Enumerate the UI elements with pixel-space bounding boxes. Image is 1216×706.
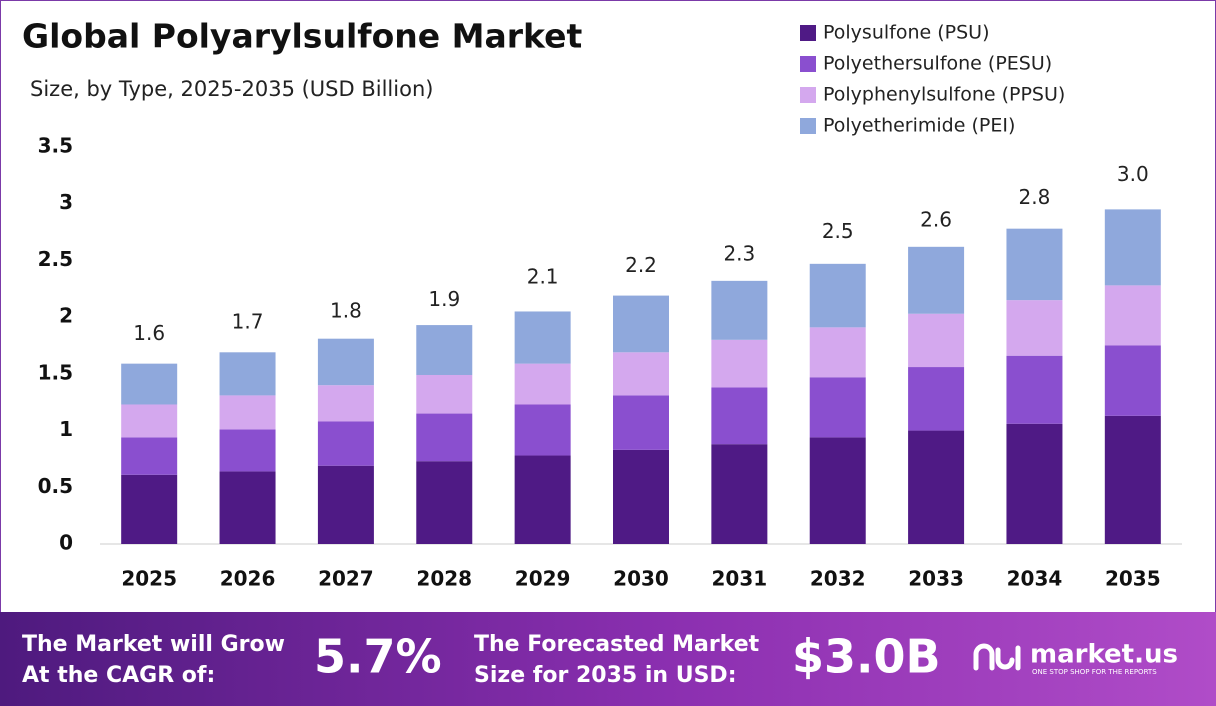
- y-tick-label: 3.5: [38, 134, 73, 158]
- x-tick-label: 2025: [121, 567, 177, 591]
- x-tick-label: 2035: [1105, 567, 1161, 591]
- bar-segment: [219, 395, 276, 430]
- bar-segment: [121, 474, 178, 544]
- bar-segment: [317, 465, 374, 544]
- x-tick-label: 2027: [318, 567, 374, 591]
- bar-segment: [908, 430, 965, 544]
- bar-segment: [121, 404, 178, 438]
- bar-segment: [416, 325, 473, 375]
- tagline: ONE STOP SHOP FOR THE REPORTS: [1032, 668, 1157, 676]
- legend-label: Polyphenylsulfone (PPSU): [823, 84, 1065, 106]
- total-label: 2.1: [527, 264, 559, 288]
- legend-swatch: [800, 118, 816, 134]
- y-tick-label: 3: [59, 190, 73, 214]
- x-tick-label: 2033: [908, 567, 964, 591]
- bar-segment: [809, 263, 866, 328]
- bar-segment: [416, 461, 473, 544]
- forecast-text: The Forecasted Market: [474, 632, 760, 657]
- bar-segment: [121, 363, 178, 405]
- brand: market.us: [1030, 640, 1178, 670]
- y-tick-label: 1.5: [38, 360, 73, 384]
- bar-segment: [711, 339, 768, 388]
- x-tick-label: 2028: [416, 567, 472, 591]
- x-tick-label: 2026: [220, 567, 276, 591]
- x-tick-label: 2030: [613, 567, 669, 591]
- bar-segment: [613, 295, 669, 353]
- bar-segment: [514, 404, 571, 456]
- bar-segment: [219, 471, 276, 544]
- bar-segment: [121, 437, 178, 475]
- bar-segment: [1006, 300, 1063, 356]
- total-label: 2.6: [920, 208, 952, 232]
- bar-segment: [711, 444, 768, 544]
- total-label: 1.8: [330, 298, 362, 322]
- bar-segment: [1006, 228, 1063, 301]
- bar-segment: [613, 449, 669, 544]
- cagr-text: The Market will Grow: [22, 632, 285, 657]
- total-label: 1.9: [428, 287, 460, 311]
- legend-swatch: [800, 25, 816, 41]
- bar-segment: [711, 387, 768, 445]
- total-label: 1.7: [232, 310, 264, 334]
- total-label: 3.0: [1117, 162, 1149, 186]
- total-label: 2.2: [625, 253, 657, 277]
- total-label: 2.8: [1019, 185, 1051, 209]
- chart-title: Global Polyarylsulfone Market: [22, 17, 582, 56]
- bar-segment: [809, 437, 866, 544]
- cagr-value: 5.7%: [314, 630, 442, 684]
- bar-segment: [317, 421, 374, 466]
- bar-segment: [908, 313, 965, 368]
- brand-logo: [973, 643, 1021, 671]
- legend-label: Polyetherimide (PEI): [823, 115, 1015, 137]
- bar-segment: [416, 413, 473, 462]
- bar-segment: [219, 429, 276, 472]
- legend-label: Polyethersulfone (PESU): [823, 53, 1052, 75]
- bar-segment: [1104, 345, 1161, 416]
- bar-segment: [416, 374, 473, 414]
- x-tick-label: 2034: [1007, 567, 1063, 591]
- legend-swatch: [800, 56, 816, 72]
- bar-segment: [711, 280, 768, 340]
- total-label: 2.3: [723, 242, 755, 266]
- bar-segment: [317, 338, 374, 386]
- forecast-value: $3.0B: [792, 630, 941, 684]
- bar-segment: [1006, 423, 1063, 544]
- x-tick-label: 2031: [712, 567, 768, 591]
- bar-segment: [1006, 355, 1063, 424]
- bar-segment: [613, 352, 669, 396]
- bar-segment: [1104, 415, 1161, 544]
- bar-segment: [514, 455, 571, 544]
- bar-segment: [317, 385, 374, 422]
- x-tick-label: 2032: [810, 567, 866, 591]
- bar-segment: [1104, 285, 1161, 346]
- chart-subtitle: Size, by Type, 2025-2035 (USD Billion): [30, 77, 433, 101]
- x-tick-label: 2029: [515, 567, 571, 591]
- bar-segment: [908, 367, 965, 431]
- bar-segment: [908, 246, 965, 314]
- bar-segment: [613, 395, 669, 450]
- bar-segment: [1104, 209, 1161, 286]
- bar-segment: [219, 352, 276, 396]
- y-tick-label: 2.5: [38, 247, 73, 271]
- y-tick-label: 2: [59, 304, 73, 328]
- bar-segment: [514, 363, 571, 405]
- bar-segment: [514, 311, 571, 364]
- forecast-text: Size for 2035 in USD:: [474, 663, 737, 688]
- y-tick-label: 0.5: [38, 474, 73, 498]
- total-label: 2.5: [822, 219, 854, 243]
- cagr-text: At the CAGR of:: [22, 663, 215, 688]
- legend-swatch: [800, 87, 816, 103]
- bar-segment: [809, 327, 866, 378]
- y-tick-label: 1: [59, 417, 73, 441]
- bar-segment: [809, 377, 866, 438]
- total-label: 1.6: [133, 321, 165, 345]
- legend-label: Polysulfone (PSU): [823, 22, 989, 44]
- y-tick-label: 0: [59, 531, 73, 555]
